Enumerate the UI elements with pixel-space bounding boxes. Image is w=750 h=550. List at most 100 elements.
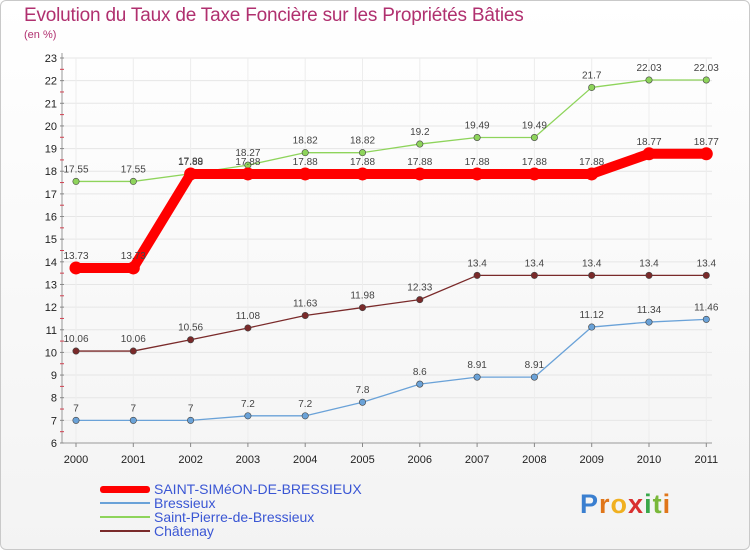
unit-label: (en %) — [24, 29, 57, 41]
data-label: 18.82 — [350, 136, 375, 147]
data-point — [356, 167, 369, 181]
data-label: 18.27 — [235, 148, 260, 159]
data-label: 17.89 — [178, 157, 203, 168]
data-point — [588, 83, 596, 91]
axes: 6 7 8 9 10 11 12 13 14 15 16 17 18 19 20 21 22 23 2000 2001… — [45, 53, 718, 466]
data-point — [585, 167, 599, 181]
data-label: 11.98 — [350, 291, 375, 302]
data-point — [473, 271, 481, 279]
data-label: 10.06 — [121, 334, 146, 345]
x-tick-label: 2006 — [408, 454, 432, 466]
y-tick-label: 23 — [45, 53, 57, 65]
data-label: 17.88 — [178, 157, 203, 168]
data-label: 13.4 — [525, 258, 545, 269]
y-tick-label: 22 — [45, 76, 57, 88]
grid — [62, 57, 712, 444]
logo-letter: i — [644, 489, 653, 519]
x-tick-label: 2007 — [465, 454, 489, 466]
data-label: 7.8 — [356, 385, 370, 396]
x-tick-label: 2003 — [236, 454, 260, 466]
data-point — [72, 416, 80, 424]
data-point — [702, 271, 710, 279]
data-point — [298, 167, 312, 181]
data-label: 8.6 — [413, 367, 427, 378]
x-tick-label: 2010 — [637, 454, 661, 466]
data-point — [72, 177, 80, 185]
y-tick-label: 19 — [45, 144, 57, 156]
data-label: 19.49 — [465, 120, 490, 131]
y-tick-label: 10 — [45, 347, 57, 359]
data-label: 19.49 — [522, 120, 547, 131]
data-point — [530, 271, 538, 279]
data-point — [642, 147, 656, 161]
y-tick-label: 20 — [45, 121, 57, 133]
data-label: 17.88 — [293, 157, 318, 168]
data-label: 12.33 — [407, 283, 432, 294]
data-point — [129, 177, 137, 185]
data-label: 13.73 — [121, 251, 146, 262]
legend-label: SAINT-SIMéON-DE-BRESSIEUX — [154, 481, 362, 497]
legend-label: Châtenay — [154, 523, 214, 539]
data-point — [645, 318, 653, 326]
data-label: 17.88 — [235, 157, 260, 168]
data-point — [129, 347, 137, 355]
data-point — [358, 304, 366, 312]
logo-letter: P — [580, 489, 600, 519]
y-tick-label: 8 — [51, 393, 57, 405]
series-line-2 — [75, 79, 707, 183]
y-tick-label: 6 — [51, 438, 57, 450]
data-point — [187, 336, 195, 344]
legend-swatch — [100, 516, 150, 518]
data-label: 19.2 — [410, 127, 430, 138]
data-point — [301, 149, 309, 157]
y-tick-label: 15 — [45, 234, 57, 246]
data-point — [358, 398, 366, 406]
data-label: 10.06 — [63, 334, 88, 345]
data-label: 7 — [188, 403, 194, 414]
chart-title: Evolution du Taux de Taxe Foncière sur l… — [24, 5, 524, 26]
legend-label: Bressieux — [154, 495, 216, 511]
x-tick-label: 2011 — [694, 454, 718, 466]
data-point — [527, 167, 541, 181]
data-point — [301, 311, 309, 319]
data-label: 17.88 — [407, 157, 432, 168]
legend-swatch — [100, 530, 150, 532]
legend: SAINT-SIMéON-DE-BRESSIEUX Bressieux Sain… — [100, 482, 362, 538]
data-label: 7 — [73, 403, 79, 414]
data-label: 13.4 — [467, 258, 487, 269]
data-point — [588, 271, 596, 279]
data-point — [184, 167, 198, 181]
x-tick-label: 2000 — [64, 454, 88, 466]
data-point — [416, 296, 424, 304]
data-label: 7 — [131, 403, 137, 414]
data-point — [530, 373, 538, 381]
series-lines — [69, 76, 713, 424]
data-label: 13.73 — [63, 251, 88, 262]
data-label: 17.88 — [579, 157, 604, 168]
data-point — [702, 76, 710, 84]
data-label: 17.88 — [465, 157, 490, 168]
x-tick-label: 2001 — [121, 454, 145, 466]
data-labels: 17.55 17.55 17.89 18.27 18.82 18.82 19.2 19.49 1… — [63, 63, 719, 414]
legend-item-saint-simeon: SAINT-SIMéON-DE-BRESSIEUX — [100, 482, 362, 496]
data-label: 11.08 — [236, 311, 261, 322]
data-label: 10.56 — [178, 323, 203, 334]
data-label: 11.34 — [637, 305, 662, 316]
data-label: 17.55 — [121, 164, 146, 175]
data-label: 13.4 — [582, 258, 602, 269]
data-point — [244, 412, 252, 420]
data-label: 18.77 — [694, 137, 719, 148]
data-point — [129, 416, 137, 424]
data-label: 11.12 — [580, 310, 605, 321]
data-point — [187, 416, 195, 424]
series-line-3 — [75, 274, 707, 352]
series-line-0 — [71, 148, 712, 273]
data-point — [473, 373, 481, 381]
data-label: 18.77 — [636, 137, 661, 148]
y-tick-label: 17 — [45, 189, 57, 201]
y-tick-label: 9 — [51, 370, 57, 382]
y-tick-label: 13 — [45, 279, 57, 291]
data-point — [72, 347, 80, 355]
data-label: 8.91 — [525, 360, 545, 371]
